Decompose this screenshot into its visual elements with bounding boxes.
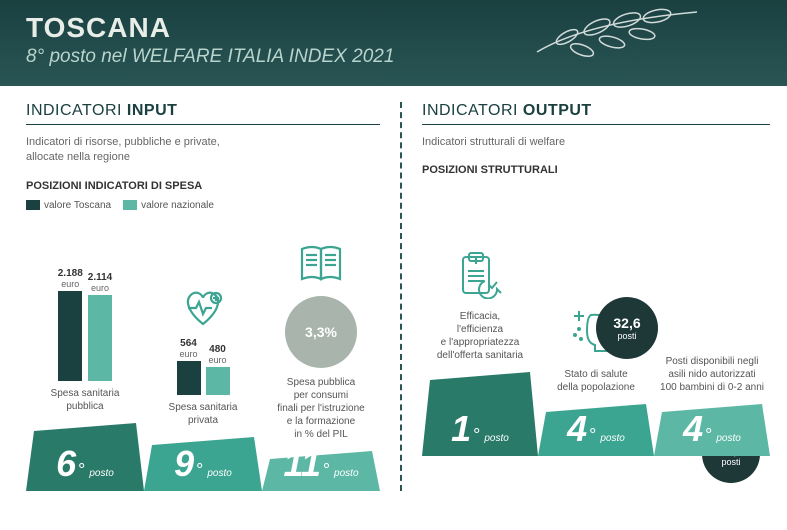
header: TOSCANA 8° posto nel WELFARE ITALIA INDE…	[0, 0, 787, 86]
indicator-card: 2.188euro2.114euro Spesa sanitaria pubbli…	[26, 269, 144, 491]
card-label: Efficacia, l'efficienza e l'appropriatez…	[437, 310, 523, 362]
main-content: INDICATORI INPUT Indicatori di risorse, …	[0, 86, 787, 501]
right-cards-row: Efficacia, l'efficienza e l'appropriatez…	[422, 186, 770, 456]
left-pos-title: POSIZIONI INDICATORI DI SPESA	[26, 180, 380, 192]
legend-region: valore Toscana	[26, 200, 111, 211]
leaf-decoration	[527, 2, 707, 67]
legend-national: valore nazionale	[123, 200, 214, 211]
rank-wedge: 6°posto	[26, 419, 144, 491]
right-section-title: INDICATORI OUTPUT	[422, 102, 770, 125]
vertical-divider	[400, 102, 402, 491]
rank-wedge: 11°posto	[262, 447, 380, 491]
card-label: Spesa pubblica per consumi finali per l'…	[277, 376, 365, 441]
rank-wedge: 9°posto	[144, 433, 262, 491]
bar-pair: 564euro480euro	[177, 339, 230, 395]
indicator-card: 564euro480euro Spesa sanitaria privata 9°…	[144, 288, 262, 491]
card-label: Stato di salute della popolazione	[557, 368, 635, 394]
heart-icon	[180, 288, 226, 333]
right-pos-title: POSIZIONI STRUTTURALI	[422, 164, 770, 176]
indicator-card: 26,8postiPosti disponibili negli asili n…	[654, 355, 770, 456]
left-cards-row: 2.188euro2.114euro Spesa sanitaria pubbli…	[26, 221, 380, 491]
indicator-card: Efficacia, l'efficienza e l'appropriatez…	[422, 251, 538, 456]
rank-wedge: 4°posto	[654, 400, 770, 456]
clipboard-icon	[455, 251, 505, 304]
bar-pair: 2.188euro2.114euro	[58, 269, 113, 381]
book-icon	[296, 241, 346, 290]
rank-wedge: 4°posto	[538, 400, 654, 456]
left-section-title: INDICATORI INPUT	[26, 102, 380, 125]
card-label: Spesa sanitaria pubblica	[51, 387, 120, 413]
card-label: Posti disponibili negli asili nido autor…	[660, 355, 764, 394]
right-column: INDICATORI OUTPUT Indicatori strutturali…	[422, 102, 770, 491]
indicator-card: 3,3% Spesa pubblica per consumi finali pe…	[262, 241, 380, 491]
right-subtitle: Indicatori strutturali di welfare	[422, 135, 770, 150]
value-bubble: 3,3%	[285, 296, 357, 368]
rank-wedge: 1°posto	[422, 368, 538, 456]
card-label: Spesa sanitaria privata	[169, 401, 238, 427]
value-bubble: 32,6posti	[596, 297, 658, 359]
left-subtitle: Indicatori di risorse, pubbliche e priva…	[26, 135, 380, 166]
indicator-card: 32,6postiStato di salute della popolazio…	[538, 307, 654, 456]
left-column: INDICATORI INPUT Indicatori di risorse, …	[26, 102, 380, 491]
legend: valore Toscana valore nazionale	[26, 200, 380, 211]
